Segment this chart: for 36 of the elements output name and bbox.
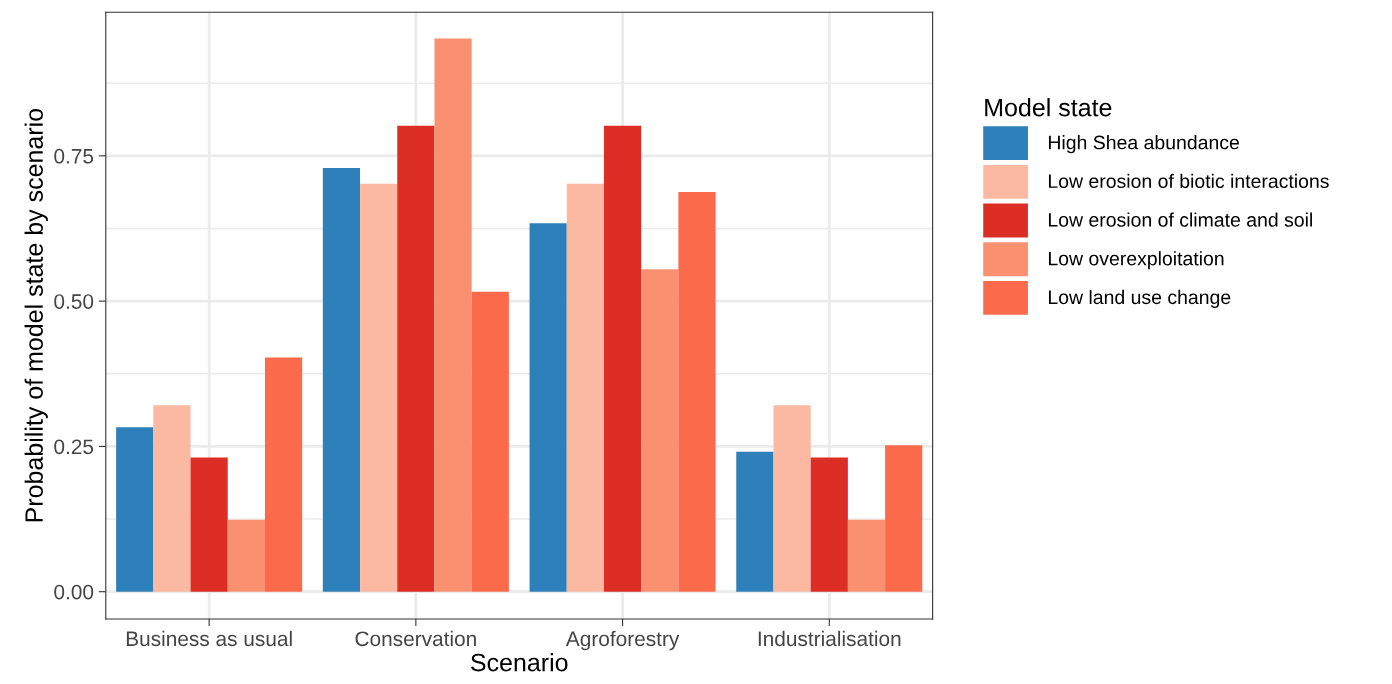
x-tick-label: Business as usual: [126, 630, 292, 647]
y-tick-label: 0.25: [54, 439, 94, 455]
legend-title: Model state: [985, 98, 1112, 117]
bar: [678, 191, 716, 592]
bar: [641, 269, 679, 592]
bar: [885, 445, 923, 592]
legend-label: High Shea abundance: [1048, 135, 1239, 154]
y-axis-title: Probability of model state by scenario: [24, 108, 48, 522]
y-tick-label: 0.50: [54, 294, 94, 309]
bar: [360, 183, 398, 592]
x-tick-label: Agroforestry: [565, 630, 680, 651]
legend-label: Low erosion of climate and soil: [1048, 212, 1312, 227]
bar: [190, 457, 228, 592]
bar: [397, 125, 435, 592]
bar: [264, 357, 303, 592]
bar: [434, 38, 472, 592]
bar: [603, 125, 642, 592]
legend-label: Low erosion of biotic interactions: [1048, 173, 1329, 189]
bar: [153, 405, 191, 592]
bar: [471, 291, 509, 592]
bar: [529, 223, 567, 592]
bar: [773, 405, 811, 592]
bar: [810, 457, 848, 592]
x-tick-label: Conservation: [355, 630, 476, 647]
bar: [566, 183, 604, 592]
y-tick-label: 0.00: [54, 584, 94, 600]
bar: [736, 451, 774, 592]
bar: [322, 168, 361, 592]
legend-label: Low land use change: [1048, 289, 1231, 308]
y-tick-label: 0.75: [54, 148, 94, 164]
x-axis-title: Scenario: [471, 653, 568, 672]
legend-label: Low overexploitation: [1048, 251, 1224, 270]
x-tick-label: Industrialisation: [758, 630, 901, 647]
bar: [116, 427, 154, 592]
bar: [847, 519, 886, 592]
bar: [227, 519, 265, 592]
